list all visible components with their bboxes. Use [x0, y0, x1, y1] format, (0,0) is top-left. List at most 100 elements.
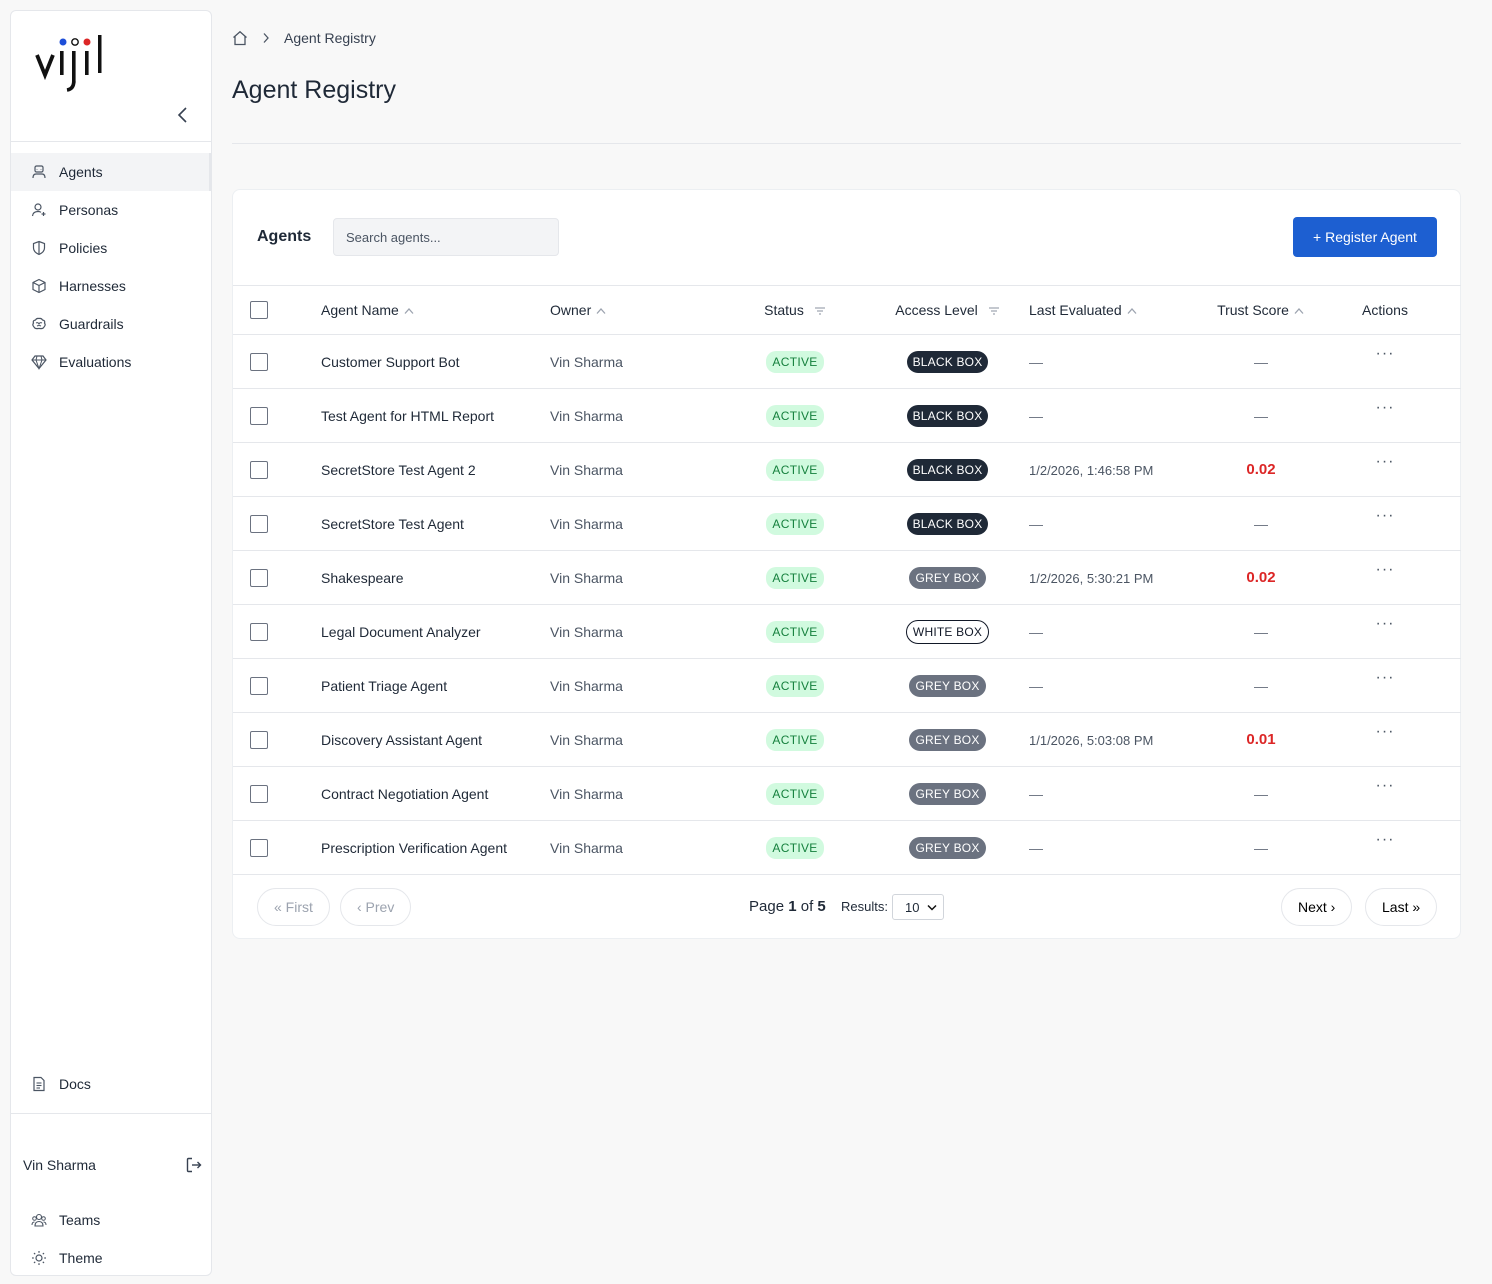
- register-agent-button[interactable]: + Register Agent: [1293, 217, 1437, 257]
- logout-button[interactable]: [185, 1156, 203, 1174]
- chevron-right-icon: [263, 33, 269, 43]
- status-cell: ACTIVE: [720, 767, 870, 821]
- row-select-cell: [233, 713, 321, 767]
- agent-owner: Vin Sharma: [550, 461, 623, 478]
- actions-cell: ···: [1309, 443, 1461, 497]
- row-actions-menu-icon[interactable]: ···: [1375, 722, 1395, 740]
- of-word: of: [800, 898, 814, 915]
- row-select-cell: [233, 659, 321, 713]
- trust-score-cell: —: [1213, 767, 1309, 821]
- table-row[interactable]: Shakespeare Vin Sharma ACTIVE GREY BOX 1…: [233, 551, 1461, 605]
- row-select-cell: [233, 497, 321, 551]
- last-evaluated-value: —: [1029, 677, 1043, 694]
- page-word: Page: [749, 898, 785, 915]
- row-checkbox[interactable]: [250, 460, 268, 479]
- header-agent-name[interactable]: Agent Name: [321, 286, 550, 335]
- row-checkbox[interactable]: [250, 622, 268, 641]
- table-row[interactable]: SecretStore Test Agent Vin Sharma ACTIVE…: [233, 497, 1461, 551]
- row-checkbox[interactable]: [250, 676, 268, 695]
- row-actions-menu-icon[interactable]: ···: [1375, 452, 1395, 470]
- access-level-badge: GREY BOX: [909, 728, 986, 751]
- search-input[interactable]: [333, 218, 559, 256]
- title-divider: [232, 143, 1461, 144]
- agent-name[interactable]: Patient Triage Agent: [321, 677, 448, 694]
- table-row[interactable]: Prescription Verification Agent Vin Shar…: [233, 821, 1461, 875]
- filter-icon[interactable]: [814, 306, 826, 316]
- header-last-evaluated[interactable]: Last Evaluated: [1025, 286, 1213, 335]
- agent-name[interactable]: SecretStore Test Agent 2: [321, 461, 476, 478]
- row-actions-menu-icon[interactable]: ···: [1375, 344, 1395, 362]
- row-checkbox[interactable]: [250, 838, 268, 857]
- sidebar-item-agents[interactable]: Agents: [11, 153, 211, 191]
- current-page: 1: [788, 898, 797, 915]
- page-title: Agent Registry: [232, 76, 396, 104]
- table-row[interactable]: Test Agent for HTML Report Vin Sharma AC…: [233, 389, 1461, 443]
- row-actions-menu-icon[interactable]: ···: [1375, 668, 1395, 686]
- sidebar-item-personas[interactable]: Personas: [11, 191, 211, 229]
- agent-name[interactable]: Prescription Verification Agent: [321, 839, 507, 856]
- table-row[interactable]: SecretStore Test Agent 2 Vin Sharma ACTI…: [233, 443, 1461, 497]
- sidebar-item-label: Docs: [59, 1076, 91, 1092]
- access-level-badge: BLACK BOX: [906, 458, 989, 481]
- status-cell: ACTIVE: [720, 821, 870, 875]
- agent-name[interactable]: Customer Support Bot: [321, 353, 460, 370]
- table-row[interactable]: Discovery Assistant Agent Vin Sharma ACT…: [233, 713, 1461, 767]
- card-header: Agents + Register Agent: [233, 190, 1460, 286]
- sidebar-divider: [11, 1113, 211, 1114]
- collapse-sidebar-button[interactable]: [169, 101, 197, 129]
- agent-name[interactable]: SecretStore Test Agent: [321, 515, 464, 532]
- last-page-button[interactable]: Last »: [1365, 888, 1438, 926]
- table-row[interactable]: Customer Support Bot Vin Sharma ACTIVE B…: [233, 335, 1461, 389]
- row-checkbox[interactable]: [250, 784, 268, 803]
- header-access-level[interactable]: Access Level: [870, 286, 1025, 335]
- row-checkbox[interactable]: [250, 568, 268, 587]
- next-page-button[interactable]: Next ›: [1281, 888, 1353, 926]
- sidebar-item-guardrails[interactable]: Guardrails: [11, 305, 211, 343]
- row-actions-menu-icon[interactable]: ···: [1375, 560, 1395, 578]
- chevron-down-icon: [927, 904, 937, 911]
- sidebar-item-policies[interactable]: Policies: [11, 229, 211, 267]
- last-evaluated-cell: 1/1/2026, 5:03:08 PM: [1025, 713, 1213, 767]
- sidebar-item-theme[interactable]: Theme: [11, 1239, 211, 1277]
- prev-page-button[interactable]: ‹ Prev: [340, 888, 412, 926]
- agent-name[interactable]: Shakespeare: [321, 569, 404, 586]
- agent-owner: Vin Sharma: [550, 353, 623, 370]
- first-page-button[interactable]: « First: [257, 888, 330, 926]
- agent-name[interactable]: Legal Document Analyzer: [321, 623, 481, 640]
- sidebar-item-teams[interactable]: Teams: [11, 1201, 211, 1239]
- row-actions-menu-icon[interactable]: ···: [1375, 776, 1395, 794]
- last-evaluated-value: —: [1029, 623, 1043, 640]
- table-row[interactable]: Legal Document Analyzer Vin Sharma ACTIV…: [233, 605, 1461, 659]
- sidebar-item-harnesses[interactable]: Harnesses: [11, 267, 211, 305]
- agent-name[interactable]: Contract Negotiation Agent: [321, 785, 489, 802]
- filter-icon[interactable]: [988, 306, 1000, 316]
- table-row[interactable]: Patient Triage Agent Vin Sharma ACTIVE G…: [233, 659, 1461, 713]
- results-per-page-select[interactable]: 10: [892, 894, 944, 920]
- header-status[interactable]: Status: [720, 286, 870, 335]
- row-actions-menu-icon[interactable]: ···: [1375, 614, 1395, 632]
- row-checkbox[interactable]: [250, 352, 268, 371]
- agents-table: Agent Name Owner Status Access Level Las…: [233, 285, 1461, 875]
- select-all-checkbox[interactable]: [250, 301, 268, 320]
- row-actions-menu-icon[interactable]: ···: [1375, 398, 1395, 416]
- breadcrumb: Agent Registry: [232, 28, 376, 48]
- row-checkbox[interactable]: [250, 514, 268, 533]
- status-cell: ACTIVE: [720, 443, 870, 497]
- agent-name[interactable]: Test Agent for HTML Report: [321, 407, 494, 424]
- row-checkbox[interactable]: [250, 406, 268, 425]
- trust-score-cell: —: [1213, 605, 1309, 659]
- home-link[interactable]: [232, 30, 248, 46]
- sidebar-item-docs[interactable]: Docs: [11, 1065, 211, 1103]
- table-row[interactable]: Contract Negotiation Agent Vin Sharma AC…: [233, 767, 1461, 821]
- vijil-logo[interactable]: [35, 33, 105, 95]
- row-actions-menu-icon[interactable]: ···: [1375, 506, 1395, 524]
- sidebar-item-evaluations[interactable]: Evaluations: [11, 343, 211, 381]
- last-evaluated-cell: —: [1025, 767, 1213, 821]
- agent-name[interactable]: Discovery Assistant Agent: [321, 731, 483, 748]
- header-trust-score[interactable]: Trust Score: [1213, 286, 1309, 335]
- actions-cell: ···: [1309, 659, 1461, 713]
- actions-cell: ···: [1309, 335, 1461, 389]
- row-actions-menu-icon[interactable]: ···: [1375, 830, 1395, 848]
- header-owner[interactable]: Owner: [550, 286, 720, 335]
- row-checkbox[interactable]: [250, 730, 268, 749]
